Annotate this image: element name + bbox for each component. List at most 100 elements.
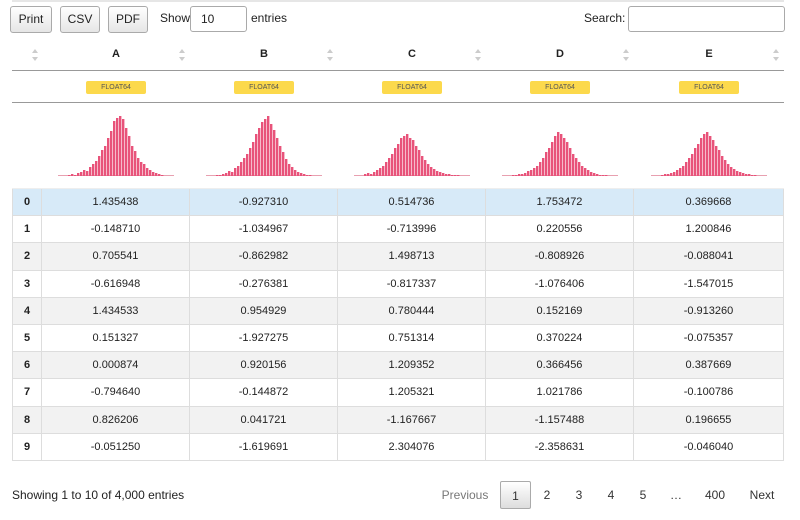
histogram-bar bbox=[727, 164, 730, 176]
column-header[interactable]: A bbox=[112, 48, 120, 60]
page-button[interactable]: 400 bbox=[704, 488, 726, 502]
histogram-bar bbox=[146, 168, 149, 176]
page-length-input[interactable]: 10 bbox=[190, 6, 247, 32]
page-button[interactable]: … bbox=[670, 488, 682, 502]
table-cell[interactable]: -2.358631 bbox=[486, 433, 634, 461]
table-cell[interactable]: 0.151327 bbox=[42, 325, 190, 353]
table-cell[interactable]: -0.276381 bbox=[190, 270, 338, 298]
row-index[interactable]: 1 bbox=[12, 216, 42, 244]
table-cell[interactable]: -1.157488 bbox=[486, 406, 634, 434]
table-cell[interactable]: 0.370224 bbox=[486, 325, 634, 353]
histogram-bar bbox=[309, 175, 312, 176]
toolbar-button[interactable]: Print bbox=[10, 6, 52, 33]
page-button[interactable]: 4 bbox=[607, 488, 615, 502]
histogram-bar bbox=[291, 167, 294, 176]
table-cell[interactable]: -1.034967 bbox=[190, 216, 338, 244]
histogram-bar bbox=[754, 175, 757, 176]
toolbar-button[interactable]: CSV bbox=[60, 6, 100, 33]
table-cell[interactable]: -0.100786 bbox=[634, 379, 784, 407]
table-cell[interactable]: 1.434533 bbox=[42, 297, 190, 325]
table-cell[interactable]: 0.152169 bbox=[486, 297, 634, 325]
row-index[interactable]: 5 bbox=[12, 325, 42, 353]
histogram-bar bbox=[709, 136, 712, 176]
histogram-bar bbox=[430, 167, 433, 176]
histogram-bar bbox=[515, 175, 518, 176]
table-cell[interactable]: -0.088041 bbox=[634, 243, 784, 271]
table-cell[interactable]: -0.616948 bbox=[42, 270, 190, 298]
table-cell[interactable]: -0.713996 bbox=[338, 216, 486, 244]
table-cell[interactable]: 0.514736 bbox=[338, 189, 486, 217]
column-header[interactable]: D bbox=[556, 48, 564, 60]
row-index[interactable]: 2 bbox=[12, 243, 42, 271]
table-cell[interactable]: -0.927310 bbox=[190, 189, 338, 217]
table-cell[interactable]: -0.148710 bbox=[42, 216, 190, 244]
table-cell[interactable]: 0.369668 bbox=[634, 189, 784, 217]
table-cell[interactable]: -0.913260 bbox=[634, 297, 784, 325]
page-button[interactable]: 5 bbox=[639, 488, 647, 502]
table-cell[interactable]: 0.366456 bbox=[486, 352, 634, 380]
histogram-bar bbox=[560, 134, 563, 176]
page-button[interactable]: Next bbox=[749, 488, 775, 502]
table-cell[interactable]: 0.196655 bbox=[634, 406, 784, 434]
table-cell[interactable]: 1.200846 bbox=[634, 216, 784, 244]
column-header[interactable]: B bbox=[260, 48, 268, 60]
table-cell[interactable]: 0.387669 bbox=[634, 352, 784, 380]
table-cell[interactable]: 0.920156 bbox=[190, 352, 338, 380]
column-header[interactable]: C bbox=[408, 48, 416, 60]
table-cell[interactable]: -1.619691 bbox=[190, 433, 338, 461]
table-cell[interactable]: -0.817337 bbox=[338, 270, 486, 298]
table-cell[interactable]: 0.705541 bbox=[42, 243, 190, 271]
histogram-bar bbox=[587, 170, 590, 176]
table-cell[interactable]: 1.435438 bbox=[42, 189, 190, 217]
row-index[interactable]: 4 bbox=[12, 297, 42, 325]
table-cell[interactable]: 1.205321 bbox=[338, 379, 486, 407]
search-input[interactable] bbox=[628, 6, 785, 32]
table-cell[interactable]: 0.751314 bbox=[338, 325, 486, 353]
table-cell[interactable]: -1.927275 bbox=[190, 325, 338, 353]
histogram-bar bbox=[688, 158, 691, 176]
page-button[interactable]: 1 bbox=[500, 481, 531, 509]
table-cell[interactable]: -0.794640 bbox=[42, 379, 190, 407]
table-cell[interactable]: 0.220556 bbox=[486, 216, 634, 244]
row-index[interactable]: 6 bbox=[12, 352, 42, 380]
table-cell[interactable]: 1.753472 bbox=[486, 189, 634, 217]
table-cell[interactable]: 0.000874 bbox=[42, 352, 190, 380]
histogram-bar bbox=[252, 142, 255, 176]
table-cell[interactable]: -0.808926 bbox=[486, 243, 634, 271]
table-cell[interactable]: -0.144872 bbox=[190, 379, 338, 407]
table-cell[interactable]: 1.498713 bbox=[338, 243, 486, 271]
page-button[interactable]: 2 bbox=[543, 488, 551, 502]
histogram-bar bbox=[394, 148, 397, 176]
toolbar-button[interactable]: PDF bbox=[108, 6, 148, 33]
table-cell[interactable]: -1.076406 bbox=[486, 270, 634, 298]
histogram-bar bbox=[388, 158, 391, 176]
table-cell[interactable]: -0.051250 bbox=[42, 433, 190, 461]
table-cell[interactable]: -1.547015 bbox=[634, 270, 784, 298]
table-cell[interactable]: 1.209352 bbox=[338, 352, 486, 380]
histogram-bar bbox=[370, 174, 373, 176]
page-button[interactable]: 3 bbox=[575, 488, 583, 502]
page-button[interactable]: Previous bbox=[441, 488, 489, 502]
histogram-bar bbox=[367, 173, 370, 176]
table-cell[interactable]: 2.304076 bbox=[338, 433, 486, 461]
histogram-bar bbox=[288, 164, 291, 176]
table-cell[interactable]: 0.041721 bbox=[190, 406, 338, 434]
row-index[interactable]: 3 bbox=[12, 270, 42, 298]
row-index[interactable]: 9 bbox=[12, 433, 42, 461]
table-cell[interactable]: 0.826206 bbox=[42, 406, 190, 434]
row-index[interactable]: 8 bbox=[12, 406, 42, 434]
table-cell[interactable]: 0.954929 bbox=[190, 297, 338, 325]
table-cell[interactable]: 1.021786 bbox=[486, 379, 634, 407]
histogram-bar bbox=[691, 154, 694, 176]
row-index[interactable]: 0 bbox=[12, 189, 42, 217]
histogram-bar bbox=[694, 148, 697, 176]
histogram-bar bbox=[397, 144, 400, 176]
histogram-bar bbox=[306, 175, 309, 176]
table-cell[interactable]: -0.862982 bbox=[190, 243, 338, 271]
table-cell[interactable]: 0.780444 bbox=[338, 297, 486, 325]
table-cell[interactable]: -1.167667 bbox=[338, 406, 486, 434]
table-cell[interactable]: -0.075357 bbox=[634, 325, 784, 353]
column-header[interactable]: E bbox=[705, 48, 713, 60]
row-index[interactable]: 7 bbox=[12, 379, 42, 407]
table-cell[interactable]: -0.046040 bbox=[634, 433, 784, 461]
